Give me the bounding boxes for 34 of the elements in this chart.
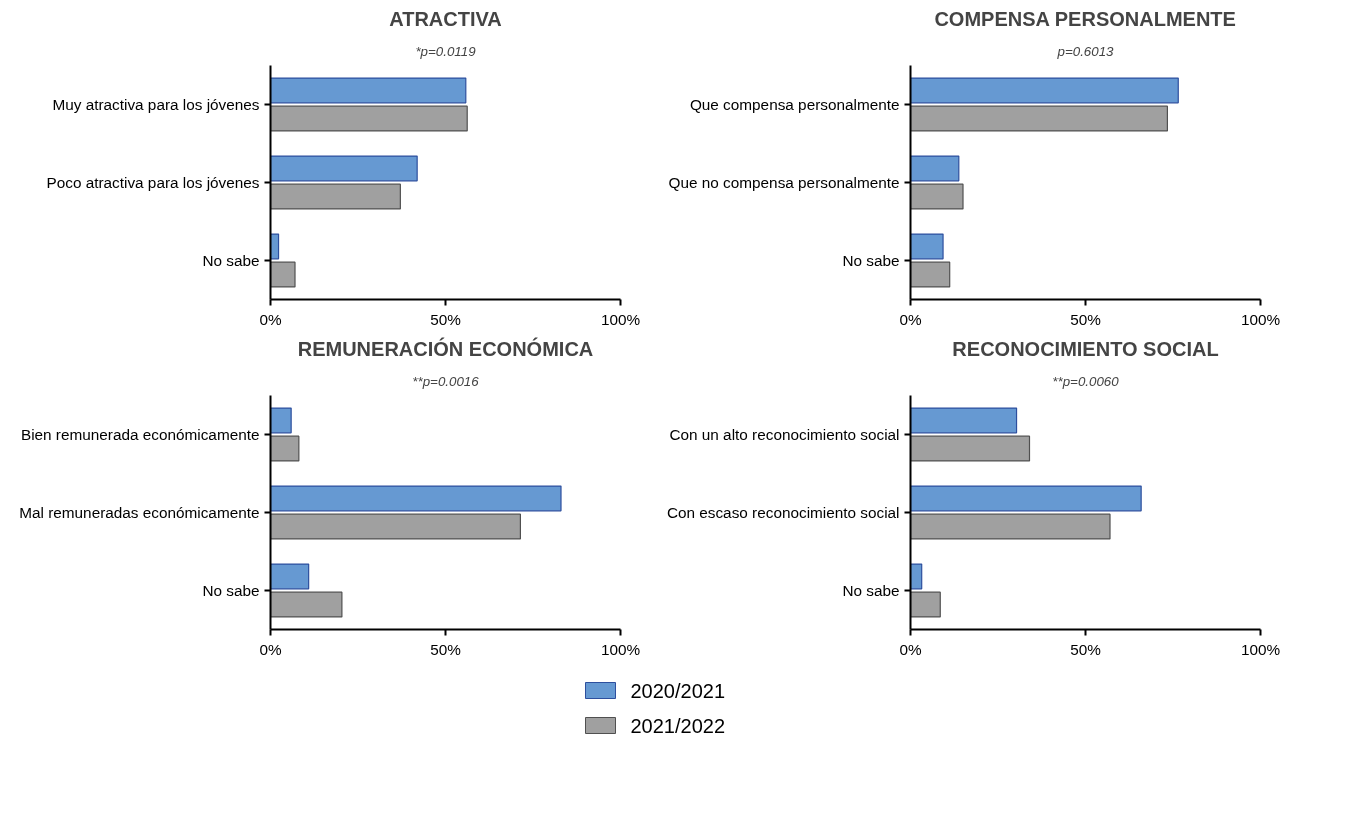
y-tick-label: Muy atractiva para los jóvenes xyxy=(52,96,260,113)
x-tick-label: 100% xyxy=(1240,640,1281,658)
x-tick-label: 100% xyxy=(600,640,641,658)
x-tick-label: 0% xyxy=(899,310,922,328)
x-tick-label: 100% xyxy=(1240,310,1281,328)
chart-title: REMUNERACIÓN ECONÓMICA xyxy=(297,336,594,360)
y-tick-label: Que no compensa personalmente xyxy=(668,174,900,191)
chart-subtitle: **p=0.0060 xyxy=(1052,373,1120,389)
y-tick-label: No sabe xyxy=(842,252,900,269)
chart-title: COMPENSA PERSONALMENTE xyxy=(934,7,1236,30)
x-tick-label: 0% xyxy=(259,310,282,328)
y-tick-label: Con un alto reconocimiento social xyxy=(669,426,900,443)
y-tick-label: Mal remuneradas económicamente xyxy=(19,504,260,521)
legend-label: 2021/2022 xyxy=(630,714,726,737)
chart-subtitle: **p=0.0016 xyxy=(412,373,480,389)
y-tick-label: Poco atractiva para los jóvenes xyxy=(46,174,260,191)
y-tick-label: Que compensa personalmente xyxy=(689,96,900,113)
chart-subtitle: *p=0.0119 xyxy=(415,43,477,59)
chart-title: ATRACTIVA xyxy=(389,7,502,30)
x-tick-label: 0% xyxy=(259,640,282,658)
x-tick-label: 100% xyxy=(600,310,641,328)
y-tick-label: Bien remunerada económicamente xyxy=(20,426,260,443)
chart-title: RECONOCIMIENTO SOCIAL xyxy=(952,337,1219,360)
y-tick-label: No sabe xyxy=(202,252,260,269)
legend-label: 2020/2021 xyxy=(630,679,726,702)
chart-subtitle: p=0.6013 xyxy=(1056,43,1115,59)
y-tick-label: No sabe xyxy=(842,582,900,599)
x-tick-label: 50% xyxy=(1070,310,1102,328)
x-tick-label: 50% xyxy=(1070,640,1102,658)
y-tick-label: Con escaso reconocimiento social xyxy=(666,504,900,521)
x-tick-label: 50% xyxy=(430,640,462,658)
x-tick-label: 0% xyxy=(899,640,922,658)
y-tick-label: No sabe xyxy=(202,582,260,599)
x-tick-label: 50% xyxy=(430,310,462,328)
